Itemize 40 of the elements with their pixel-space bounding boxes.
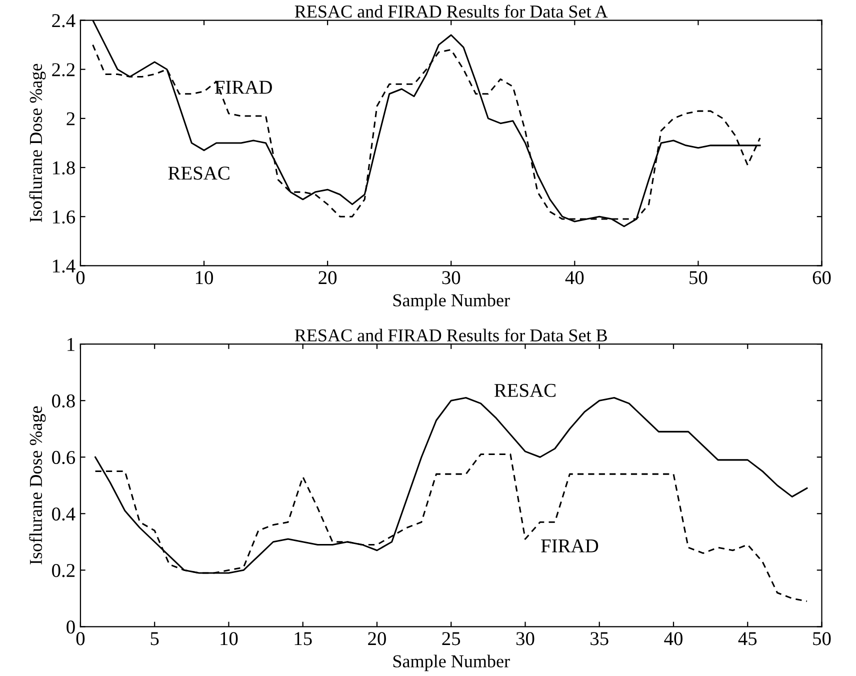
x-tick-label: 25 (442, 632, 460, 646)
y-tick-label: 1.6 (53, 210, 76, 224)
x-tick-label: 50 (813, 632, 831, 646)
x-tick-label: 40 (664, 632, 682, 646)
x-tick-label: 50 (690, 271, 708, 284)
x-tick-label: 0 (76, 271, 85, 284)
series-label: FIRAD (541, 539, 598, 552)
y-tick-label: 2.4 (52, 14, 76, 28)
x-tick-label: 0 (76, 632, 85, 646)
y-tick-label: 2.2 (52, 63, 75, 76)
x-tick-label: 40 (565, 271, 584, 284)
y-tick-label: 0 (66, 620, 75, 634)
x-tick-label: 30 (442, 271, 460, 284)
y-tick-label: 1.8 (53, 161, 75, 175)
y-axis-title: Isoflurane Dose %age (29, 64, 46, 222)
x-tick-label: 10 (196, 271, 213, 284)
x-tick-label: 5 (150, 632, 159, 646)
x-axis-title: Sample Number (393, 654, 510, 672)
y-tick-label: 1 (68, 338, 74, 351)
y-tick-label: 0.8 (52, 394, 75, 408)
series-label: FIRAD (214, 80, 272, 94)
x-tick-label: 15 (294, 632, 312, 646)
chart-title: RESAC and FIRAD Results for Data Set A (294, 4, 608, 18)
y-tick-label: 0.6 (52, 450, 76, 464)
x-tick-label: 20 (318, 271, 337, 284)
series-label: RESAC (168, 166, 230, 180)
x-tick-label: 60 (812, 271, 831, 284)
x-tick-label: 45 (738, 632, 757, 646)
x-tick-label: 10 (220, 632, 238, 646)
y-axis-title: Isoflurane Dose %age (29, 406, 46, 564)
x-tick-label: 30 (516, 632, 534, 646)
chart-title: RESAC and FIRAD Results for Data Set B (294, 328, 607, 342)
x-tick-label: 35 (590, 632, 608, 646)
y-tick-label: 1.4 (53, 260, 76, 273)
y-tick-label: 2 (66, 112, 75, 126)
series-label: RESAC (494, 384, 556, 397)
y-tick-label: 0.4 (52, 507, 76, 521)
x-tick-label: 20 (368, 632, 386, 646)
y-tick-label: 0.2 (52, 564, 75, 578)
x-axis-title: Sample Number (393, 294, 510, 310)
